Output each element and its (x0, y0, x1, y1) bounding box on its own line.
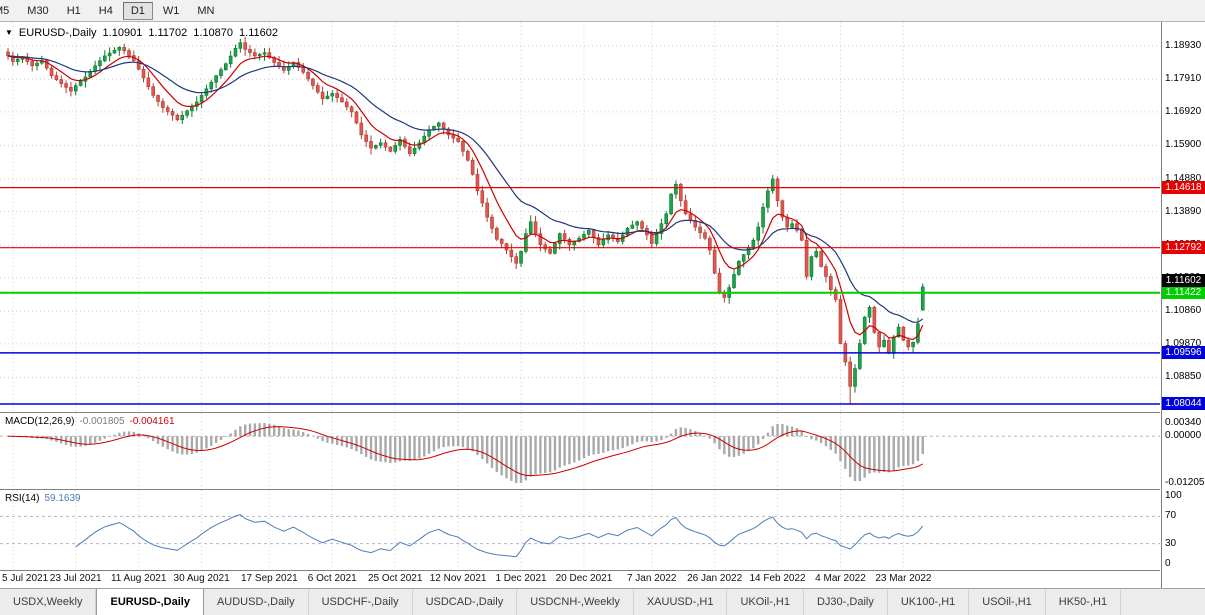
symbol-dropdown-icon[interactable]: ▼ (5, 28, 13, 37)
price-chart-panel[interactable]: ▼ EURUSD-,Daily 1.10901 1.11702 1.10870 … (0, 22, 1160, 413)
price-axis-label: 1.17910 (1165, 73, 1202, 85)
rsi-label: RSI(14) 59.1639 (5, 493, 81, 504)
macd-axis-label: 0.00340 (1165, 417, 1202, 428)
macd-panel[interactable]: MACD(12,26,9) -0.001805 -0.004161 (0, 413, 1160, 490)
macd-axis-label: 0.00000 (1165, 430, 1202, 442)
rsi-chart (0, 490, 1160, 570)
macd-label: MACD(12,26,9) -0.001805 -0.004161 (5, 416, 175, 427)
date-axis-label: 14 Feb 2022 (749, 573, 806, 584)
current-price-badge: 1.11602 (1162, 273, 1205, 287)
chart-tab-dj30-daily[interactable]: DJ30-,Daily (804, 589, 888, 615)
macd-name: MACD(12,26,9) (5, 416, 75, 427)
chart-tab-uk100-h1[interactable]: UK100-,H1 (888, 589, 970, 615)
chart-tabs: USDX,Weekly EURUSD-,Daily AUDUSD-,Daily USD… (0, 588, 1205, 615)
level-price-badge: 1.11422 (1162, 286, 1205, 300)
chart-tab-usdchf-daily[interactable]: USDCHF-,Daily (309, 589, 413, 615)
timeframe-button-d1[interactable]: D1 (122, 1, 153, 20)
timeframe-button-m30[interactable]: M30 (27, 4, 49, 17)
rsi-axis-label: 70 (1165, 510, 1177, 522)
price-axis-label: 1.16920 (1165, 105, 1202, 117)
timeframe-toolbar: M5 M30 H1 H4 D1 W1 MN (0, 0, 1205, 22)
timeframe-button-h1[interactable]: H1 (66, 4, 81, 17)
price-axis-label: 1.18930 (1165, 39, 1202, 51)
macd-chart (0, 413, 1160, 489)
rsi-axis-label: 0 (1165, 558, 1171, 569)
date-axis[interactable]: 5 Jul 2021 23 Jul 2021 11 Aug 2021 30 Aug 2… (0, 571, 1160, 588)
chart-header: ▼ EURUSD-,Daily 1.10901 1.11702 1.10870 … (5, 27, 278, 39)
macd-axis-label: -0.01205 (1165, 477, 1205, 488)
level-price-badge: 1.14618 (1162, 181, 1205, 195)
date-axis-label: 30 Aug 2021 (173, 573, 230, 584)
price-axis-label: 1.08850 (1165, 371, 1202, 383)
date-axis-label: 25 Oct 2021 (367, 573, 423, 584)
rsi-axis-label: 30 (1165, 537, 1177, 549)
date-axis-label: 23 Jul 2021 (49, 573, 102, 584)
ohlc-open: 1.10901 (102, 27, 143, 39)
chart-tab-usdcnh-weekly[interactable]: USDCNH-,Weekly (517, 589, 634, 615)
rsi-axis-label: 100 (1165, 490, 1182, 501)
chart-tab-usoil-h1[interactable]: USOil-,H1 (969, 589, 1046, 615)
price-axis-label: 1.13890 (1165, 205, 1202, 217)
rsi-name: RSI(14) (5, 493, 40, 504)
date-axis-label: 4 Mar 2022 (815, 573, 866, 584)
candlestick-chart (0, 22, 1160, 412)
date-axis-label: 26 Jan 2022 (687, 573, 743, 584)
date-axis-label: 6 Oct 2021 (307, 573, 357, 584)
date-axis-label: 1 Dec 2021 (495, 573, 547, 584)
date-axis-label: 17 Sep 2021 (241, 573, 298, 584)
price-axis[interactable]: 1.18930 1.17910 1.16920 1.15900 1.14880 1.138… (1161, 22, 1205, 588)
price-axis-label: 1.14880 (1165, 172, 1202, 184)
chart-tab-ukoil-h1[interactable]: UKOil-,H1 (727, 589, 804, 615)
ohlc-high: 1.11702 (148, 27, 188, 39)
ohlc-low: 1.10870 (193, 27, 234, 39)
rsi-value: 59.1639 (44, 493, 81, 504)
date-axis-label: 7 Jan 2022 (626, 573, 677, 584)
price-axis-label: 1.10860 (1165, 305, 1202, 317)
ohlc-close: 1.11602 (239, 27, 278, 39)
chart-tab-eurusd-daily[interactable]: EURUSD-,Daily (96, 589, 204, 615)
timeframe-button-mn[interactable]: MN (197, 4, 215, 17)
chart-tab-usdx-weekly[interactable]: USDX,Weekly (0, 589, 97, 615)
chart-tab-hk50-h1[interactable]: HK50-,H1 (1046, 589, 1122, 615)
level-price-badge: 1.09596 (1162, 346, 1205, 360)
timeframe-button-w1[interactable]: W1 (162, 4, 180, 17)
chart-tab-xauusd-h1[interactable]: XAUUSD-,H1 (634, 589, 728, 615)
chart-symbol-label: EURUSD-,Daily (18, 27, 97, 39)
macd-signal-value: -0.004161 (129, 416, 175, 427)
price-axis-label: 1.15900 (1165, 139, 1202, 151)
date-axis-label: 5 Jul 2021 (2, 573, 49, 584)
chart-tab-usdcad-daily[interactable]: USDCAD-,Daily (413, 589, 518, 615)
date-axis-label: 12 Nov 2021 (429, 573, 487, 584)
level-price-badge: 1.12792 (1162, 241, 1205, 255)
rsi-panel[interactable]: RSI(14) 59.1639 (0, 490, 1160, 571)
macd-main-value: -0.001805 (79, 416, 125, 427)
date-axis-label: 11 Aug 2021 (110, 573, 167, 584)
price-axis-label: 1.09870 (1165, 337, 1202, 349)
timeframe-button-h4[interactable]: H4 (98, 4, 113, 17)
level-price-badge: 1.08044 (1162, 397, 1205, 411)
chart-tab-audusd-daily[interactable]: AUDUSD-,Daily (204, 589, 309, 615)
date-axis-label: 23 Mar 2022 (875, 573, 932, 584)
timeframe-button-m5[interactable]: M5 (0, 4, 10, 17)
date-axis-label: 20 Dec 2021 (555, 573, 613, 584)
